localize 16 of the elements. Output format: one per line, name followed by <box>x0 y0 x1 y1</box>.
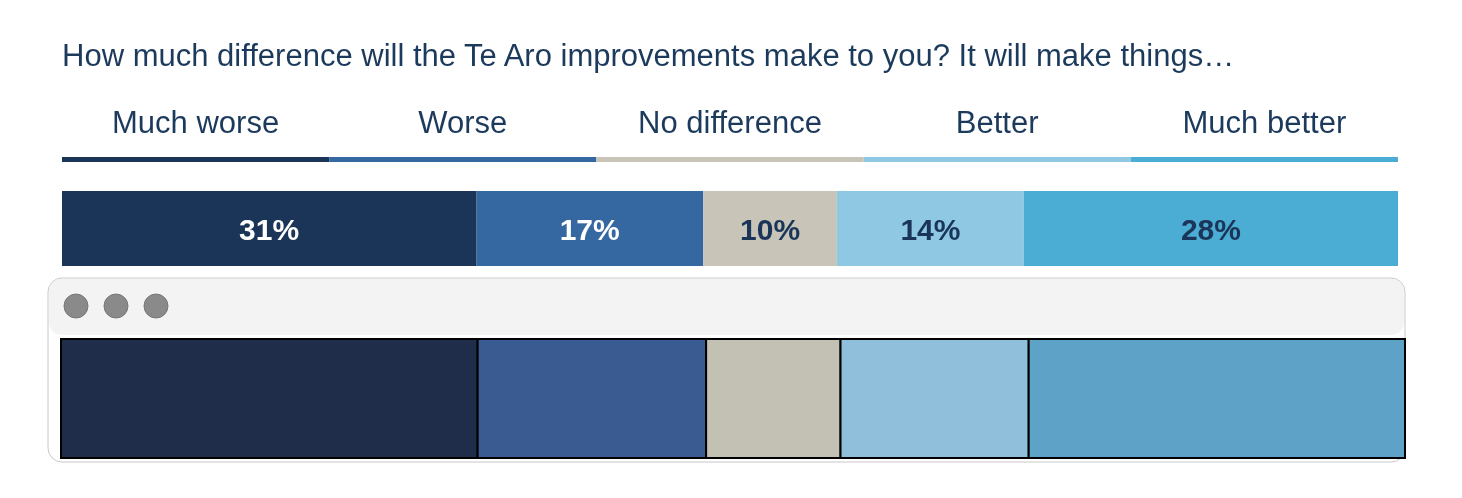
data-label: 17% <box>559 213 620 246</box>
bar <box>1023 191 1398 266</box>
data-label: 31% <box>239 213 300 246</box>
bar <box>476 191 704 266</box>
data-label: 10% <box>740 213 801 246</box>
series-label: Much worse <box>112 105 280 140</box>
series-label: Better <box>955 105 1039 140</box>
chart-title: How much difference will the Te Aro improvements make to you? It will make things… <box>62 38 1235 73</box>
data-label: 14% <box>900 213 961 246</box>
bar <box>703 191 837 266</box>
bar <box>836 191 1024 266</box>
series-label: No difference <box>638 105 822 140</box>
bar <box>62 191 477 266</box>
series-label: Much better <box>1182 105 1347 140</box>
data-label: 28% <box>1180 213 1241 246</box>
series-label: Worse <box>418 105 508 140</box>
